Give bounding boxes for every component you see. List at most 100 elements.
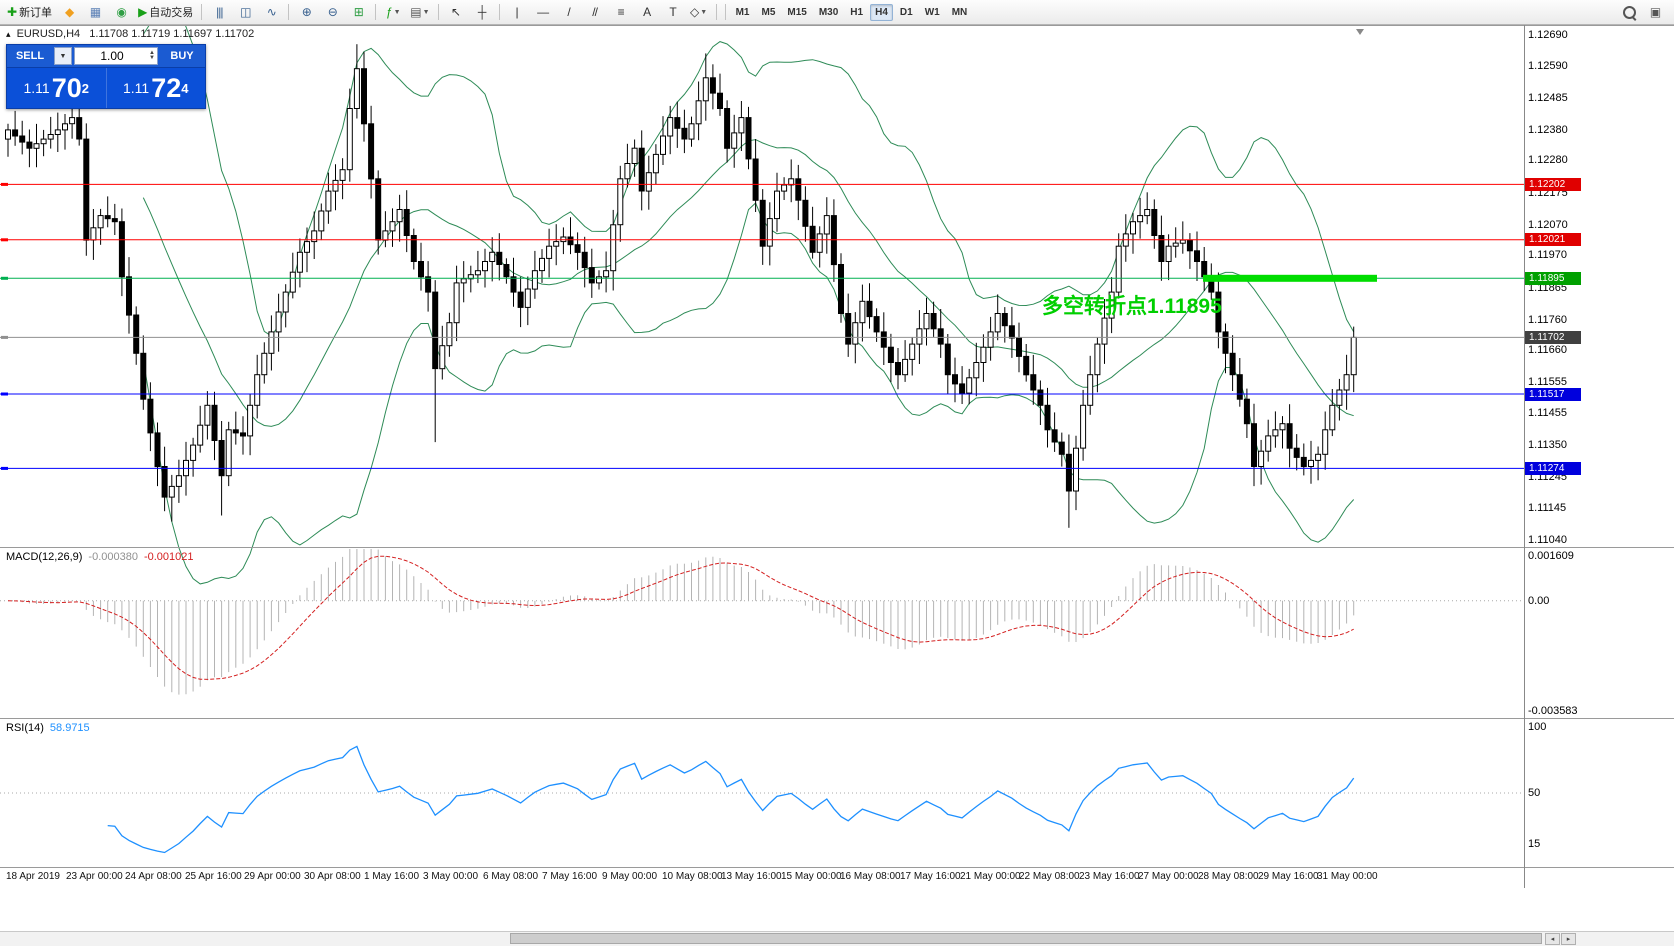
- one-click-divider: [105, 68, 107, 108]
- search-button[interactable]: [1617, 1, 1641, 23]
- timeframe-h1-button[interactable]: H1: [850, 6, 864, 18]
- h-scrollbar-thumb[interactable]: [510, 933, 1542, 944]
- price-tick-label: 1.11760: [1528, 314, 1567, 326]
- templates-button[interactable]: ▤ ▼: [410, 5, 430, 19]
- tile-windows-button[interactable]: ⊞: [346, 1, 370, 23]
- time-axis-label: 15 May 00:00: [781, 871, 842, 882]
- buy-price-pips: 72: [151, 72, 182, 103]
- toolbar-separator: [201, 4, 203, 20]
- fibonacci-button[interactable]: ≡: [609, 1, 633, 23]
- scroll-right-button[interactable]: ▸: [1561, 933, 1576, 945]
- one-click-prices: 1.11 70 2 1.11 72 4: [7, 68, 205, 108]
- volume-input[interactable]: [75, 48, 150, 64]
- price-tick-label: 1.12280: [1528, 154, 1568, 166]
- navigator-button[interactable]: ◉: [109, 1, 133, 23]
- timeframe-h4-button[interactable]: H4: [870, 3, 893, 21]
- price-tick-label: 1.11145: [1528, 502, 1567, 514]
- timeframe-m30-button[interactable]: M30: [818, 6, 839, 18]
- time-axis-label: 31 May 00:00: [1317, 871, 1378, 882]
- fibonacci-icon: ≡: [617, 5, 625, 19]
- timeframe-d1-button[interactable]: D1: [899, 6, 913, 18]
- price-tick-label: 1.11970: [1528, 249, 1567, 261]
- sell-dropdown-icon[interactable]: ▼: [54, 47, 72, 65]
- time-axis-label: 30 Apr 08:00: [304, 871, 361, 882]
- channel-icon: //: [592, 5, 598, 19]
- vertical-line-icon: |: [515, 5, 519, 19]
- price-level-badge: 1.11895: [1525, 272, 1581, 285]
- trendline-button[interactable]: /: [557, 1, 581, 23]
- rsi-value: 58.9715: [49, 722, 90, 734]
- time-axis-label: 9 May 00:00: [602, 871, 658, 882]
- trendline-icon: /: [567, 5, 571, 19]
- chart-profile-button[interactable]: ▦: [83, 1, 107, 23]
- volume-spinner[interactable]: ▲ ▼: [149, 50, 155, 61]
- label-button[interactable]: T: [661, 1, 685, 23]
- autotrading-button[interactable]: ▶ 自动交易: [138, 5, 194, 19]
- timeframe-m15-button[interactable]: M15: [787, 6, 807, 18]
- toolbar-right-group: ▣: [1616, 1, 1668, 23]
- time-axis-label: 29 May 16:00: [1258, 871, 1319, 882]
- candlestick-button[interactable]: ◫: [233, 1, 257, 23]
- price-tick-label: 1.12690: [1528, 29, 1568, 41]
- time-axis-label: 1 May 16:00: [364, 871, 420, 882]
- buy-price[interactable]: 1.11 72 4: [107, 68, 206, 108]
- metaquotes-button[interactable]: ◆: [57, 1, 81, 23]
- crosshair-icon: ┼: [477, 5, 486, 19]
- new-order-icon: ✚: [7, 5, 17, 19]
- sell-button[interactable]: SELL: [15, 50, 45, 62]
- macd-axis-label: 0.001609: [1528, 550, 1574, 562]
- rsi-name: RSI(14): [6, 722, 44, 734]
- one-click-toggle-icon[interactable]: ▴: [6, 29, 11, 39]
- data-window-button[interactable]: ▣: [1643, 1, 1667, 23]
- price-tick-label: 1.12380: [1528, 124, 1568, 136]
- macd-pane-separator[interactable]: [0, 547, 1674, 548]
- pivot-annotation-text: 多空转折点1.11895: [1042, 295, 1222, 318]
- timeframe-w1-button[interactable]: W1: [924, 6, 940, 18]
- sell-price[interactable]: 1.11 70 2: [7, 68, 106, 108]
- price-level-badge: 1.12202: [1525, 178, 1581, 191]
- bar-chart-button[interactable]: |||: [207, 1, 231, 23]
- price-level-badge: 1.12021: [1525, 233, 1581, 246]
- time-axis-label: 6 May 08:00: [483, 871, 539, 882]
- timeframe-m1-button[interactable]: M1: [735, 6, 750, 18]
- macd-signal-value: -0.001021: [143, 551, 194, 563]
- one-click-trading-panel: SELL ▼ ▲▼ BUY 1.11 70 2 1.11 72 4: [6, 44, 206, 109]
- sell-price-pips: 70: [51, 72, 82, 103]
- rsi-pane-separator[interactable]: [0, 718, 1674, 719]
- macd-pane-label: MACD(12,26,9) -0.000380 -0.001021: [6, 551, 194, 563]
- time-axis-label: 23 May 16:00: [1079, 871, 1140, 882]
- vertical-line-button[interactable]: |: [505, 1, 529, 23]
- templates-icon: ▤: [410, 5, 421, 19]
- zoom-out-button[interactable]: ⊖: [320, 1, 344, 23]
- cursor-button[interactable]: ↖: [444, 1, 468, 23]
- price-level-badge: 1.11702: [1525, 331, 1581, 344]
- channel-button[interactable]: //: [583, 1, 607, 23]
- time-axis-label: 24 Apr 08:00: [125, 871, 182, 882]
- metaquotes-icon: ◆: [64, 5, 74, 19]
- toolbar-separator: [288, 4, 290, 20]
- crosshair-button[interactable]: ┼: [470, 1, 494, 23]
- zoom-in-button[interactable]: ⊕: [294, 1, 318, 23]
- candlestick-icon: ◫: [240, 5, 251, 19]
- buy-button[interactable]: BUY: [170, 50, 194, 62]
- time-axis-separator: [0, 867, 1674, 868]
- text-button[interactable]: A: [635, 1, 659, 23]
- price-axis-border[interactable]: [1524, 25, 1525, 888]
- one-click-header: SELL ▼ ▲▼ BUY: [7, 45, 205, 68]
- time-axis-label: 17 May 16:00: [900, 871, 961, 882]
- horizontal-line-button[interactable]: —: [531, 1, 555, 23]
- new-order-button[interactable]: ✚ 新订单: [7, 5, 53, 19]
- timeframe-mn-button[interactable]: MN: [951, 6, 968, 18]
- time-axis-label: 28 May 08:00: [1198, 871, 1259, 882]
- timeframe-m5-button[interactable]: M5: [761, 6, 776, 18]
- indicators-button[interactable]: ƒ ▼: [385, 5, 401, 19]
- sell-price-prefix: 1.11: [23, 80, 50, 96]
- shapes-button[interactable]: ◇ ▼: [689, 5, 708, 19]
- scroll-left-button[interactable]: ◂: [1545, 933, 1560, 945]
- line-chart-button[interactable]: ∿: [259, 1, 283, 23]
- price-tick-label: 1.11350: [1528, 439, 1567, 451]
- horizontal-scrollbar[interactable]: ◂ ▸: [0, 931, 1674, 946]
- price-tick-label: 1.11555: [1528, 376, 1567, 388]
